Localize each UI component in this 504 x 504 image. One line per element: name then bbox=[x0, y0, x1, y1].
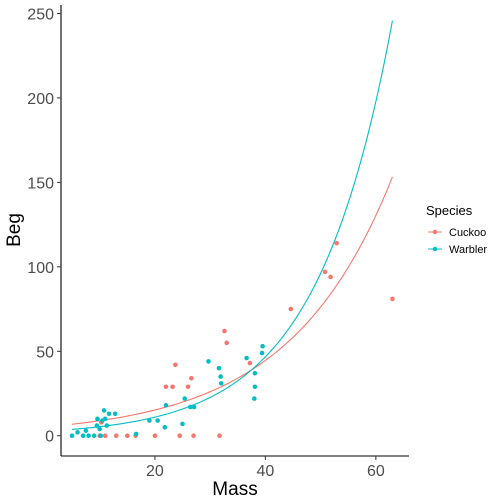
data-point-cuckoo bbox=[124, 433, 130, 439]
legend-entry-cuckoo: Cuckoo bbox=[428, 227, 486, 239]
data-point-cuckoo bbox=[322, 269, 328, 275]
data-point-warbler bbox=[218, 381, 224, 386]
data-point-cuckoo bbox=[217, 433, 222, 439]
data-point-warbler bbox=[98, 433, 104, 439]
data-point-warbler bbox=[187, 404, 193, 410]
data-point-warbler bbox=[191, 404, 197, 410]
data-point-cuckoo bbox=[288, 306, 294, 312]
data-point-warbler bbox=[162, 424, 168, 430]
x-tick-label: 20 bbox=[146, 463, 164, 480]
data-point-warbler bbox=[97, 426, 102, 432]
data-point-warbler bbox=[244, 355, 249, 361]
y-axis-title: Beg bbox=[4, 213, 25, 247]
data-point-warbler bbox=[216, 365, 222, 371]
data-point-warbler bbox=[104, 423, 110, 428]
data-point-cuckoo bbox=[334, 240, 339, 246]
y-tick-label: 0 bbox=[45, 429, 54, 446]
legend-key-point-warbler bbox=[432, 246, 438, 252]
x-axis-title: Mass bbox=[212, 479, 257, 500]
data-point-cuckoo bbox=[390, 296, 395, 302]
legend-key-point-cuckoo bbox=[432, 229, 438, 235]
data-point-cuckoo bbox=[189, 376, 194, 381]
data-point-cuckoo bbox=[173, 362, 178, 368]
data-point-warbler bbox=[94, 423, 100, 428]
data-point-warbler bbox=[180, 421, 185, 427]
legend: Species Cuckoo Warbler bbox=[426, 203, 487, 256]
data-point-cuckoo bbox=[152, 433, 158, 439]
data-point-warbler bbox=[101, 408, 107, 413]
data-point-warbler bbox=[163, 403, 169, 408]
legend-label-cuckoo: Cuckoo bbox=[449, 227, 486, 239]
plot-area bbox=[69, 20, 395, 439]
data-point-warbler bbox=[252, 370, 258, 376]
y-tick-label: 200 bbox=[27, 91, 54, 108]
data-point-cuckoo bbox=[247, 360, 253, 366]
data-point-warbler bbox=[91, 433, 97, 439]
data-point-warbler bbox=[252, 384, 258, 390]
data-point-warbler bbox=[259, 350, 265, 356]
data-point-warbler bbox=[69, 433, 75, 439]
x-tick-label: 60 bbox=[367, 463, 385, 480]
data-point-cuckoo bbox=[170, 384, 175, 390]
data-point-warbler bbox=[95, 416, 100, 422]
data-point-warbler bbox=[112, 411, 118, 417]
trend-line-cuckoo bbox=[71, 176, 393, 425]
data-point-warbler bbox=[252, 396, 257, 401]
data-point-cuckoo bbox=[328, 274, 333, 280]
data-point-warbler bbox=[218, 374, 223, 379]
y-tick-label: 100 bbox=[27, 260, 54, 277]
y-axis-ticks: 0 50 100 150 200 250 bbox=[27, 6, 61, 446]
legend-title: Species bbox=[426, 203, 473, 218]
trend-line-warbler bbox=[72, 20, 393, 430]
data-point-warbler bbox=[80, 433, 86, 439]
data-point-warbler bbox=[147, 418, 152, 423]
data-point-warbler bbox=[86, 433, 91, 439]
y-tick-label: 50 bbox=[36, 344, 54, 361]
data-point-warbler bbox=[133, 431, 139, 437]
data-point-warbler bbox=[75, 430, 80, 435]
data-point-warbler bbox=[155, 418, 160, 423]
x-tick-label: 40 bbox=[256, 463, 274, 480]
data-point-cuckoo bbox=[224, 340, 230, 346]
data-point-cuckoo bbox=[185, 384, 191, 390]
data-point-warbler bbox=[83, 428, 89, 433]
data-point-warbler bbox=[182, 396, 188, 401]
data-point-warbler bbox=[102, 416, 108, 422]
data-point-cuckoo bbox=[191, 433, 196, 439]
y-tick-label: 150 bbox=[27, 175, 54, 192]
y-tick-label: 250 bbox=[27, 6, 54, 23]
data-point-cuckoo bbox=[113, 433, 119, 439]
data-point-cuckoo bbox=[222, 328, 227, 334]
data-point-warbler bbox=[106, 411, 112, 417]
legend-entry-warbler: Warbler bbox=[428, 244, 487, 256]
data-point-cuckoo bbox=[163, 384, 169, 390]
data-point-cuckoo bbox=[102, 433, 108, 439]
data-point-warbler bbox=[260, 343, 265, 349]
data-point-warbler bbox=[206, 359, 211, 364]
data-point-cuckoo bbox=[177, 433, 183, 439]
legend-label-warbler: Warbler bbox=[449, 244, 487, 256]
x-axis-ticks: 20 40 60 bbox=[146, 456, 385, 480]
